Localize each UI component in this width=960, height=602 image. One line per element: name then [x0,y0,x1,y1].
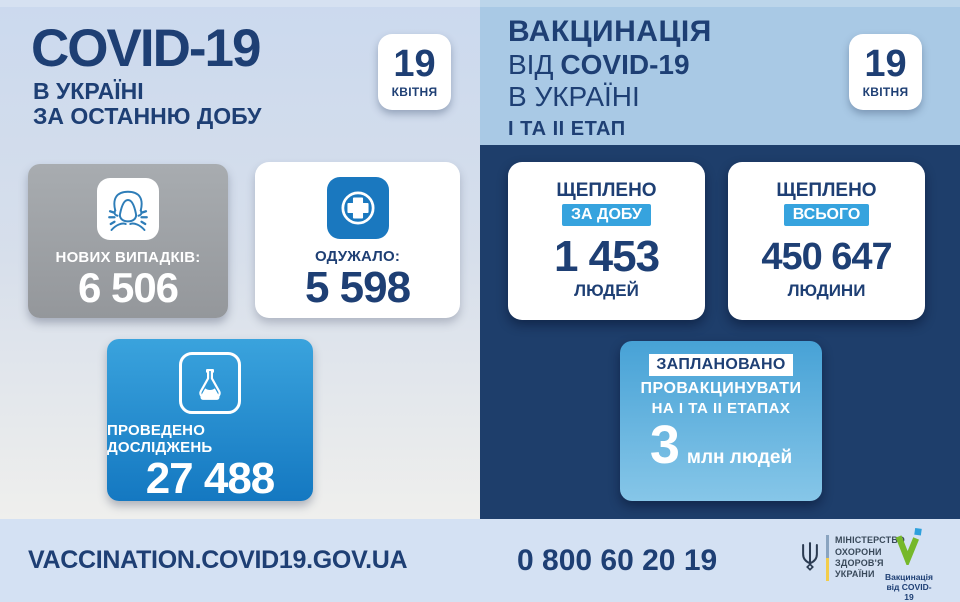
vaccination-logo-line: Вакцинація [885,572,933,582]
ministry-line: ОХОРОНИ [835,546,882,557]
new-cases-label: НОВИХ ВИПАДКІВ: [55,249,201,266]
tests-label: ПРОВЕДЕНО ДОСЛІДЖЕНЬ [107,422,213,456]
date-month: КВІТНЯ [391,85,438,99]
planned-vaccination-card: ЗАПЛАНОВАНО ПРОВАКЦИНУВАТИ НА І ТА ІІ ЕТ… [620,341,822,501]
page-subtitle-country: В УКРАЇНІ [33,78,144,104]
ministry-line: УКРАЇНИ [835,569,875,580]
vaccination-stages: І ТА ІІ ЕТАП [508,118,626,140]
green-v-check-icon [893,527,925,570]
sneezing-person-icon [97,178,159,240]
covid-stats-panel: COVID-19 В УКРАЇНІ ЗА ОСТАННЮ ДОБУ 19 КВ… [0,0,480,519]
lab-flask-icon [179,352,241,414]
planned-line2: ПРОВАКЦИНУВАТИ [640,380,802,397]
planned-unit: млн людей [686,447,793,468]
medical-cross-icon [326,177,389,239]
footer-phone: 0 800 60 20 19 [517,544,718,577]
ministry-of-health-logo: МІНІСТЕРСТВО ОХОРОНИ ЗДОРОВ'Я УКРАЇНИ [799,535,905,581]
new-cases-card: НОВИХ ВИПАДКІВ: 6 506 [28,164,228,318]
planned-value: 3 [649,415,680,475]
ministry-name: МІНІСТЕРСТВО ОХОРОНИ ЗДОРОВ'Я УКРАЇНИ [835,535,905,580]
vaccination-logo-line: від COVID-19 [886,582,932,602]
recovered-value: 5 598 [304,263,411,312]
footer-bar: VACCINATION.COVID19.GOV.UA 0 800 60 20 1… [0,519,960,602]
planned-badge: ЗАПЛАНОВАНО [649,354,793,376]
date-badge: 19 КВІТНЯ [378,34,451,110]
date-day: 19 [393,43,436,85]
new-cases-value: 6 506 [77,264,179,311]
tests-value: 27 488 [145,454,276,503]
vaccination-logo-caption: Вакцинація від COVID-19 [884,572,934,602]
tests-card: ПРОВЕДЕНО ДОСЛІДЖЕНЬ 27 488 [107,339,313,503]
vaccination-title: ВАКЦИНАЦІЯ [508,15,712,48]
tryzub-trident-icon [799,541,821,576]
vaccinated-total-title: ЩЕПЛЕНО [776,180,877,201]
vaccination-campaign-logo: Вакцинація від COVID-19 [884,527,934,602]
footer-url: VACCINATION.COVID19.GOV.UA [28,546,408,574]
vaccination-subtitle-prefix: ВІД [508,49,554,80]
ministry-line: ЗДОРОВ'Я [835,558,884,568]
vaccinated-daily-badge: ЗА ДОБУ [562,204,651,226]
vaccinated-daily-card: ЩЕПЛЕНО ЗА ДОБУ 1 453 ЛЮДЕЙ [508,162,705,320]
page-title: COVID-19 [31,19,261,78]
vaccination-subtitle-covid: COVID-19 [560,49,690,80]
planned-value-row: 3 млн людей [650,418,792,472]
vaccinated-total-badge: ВСЬОГО [783,204,870,226]
date-day: 19 [864,43,907,85]
page-subtitle-period: ЗА ОСТАННЮ ДОБУ [33,103,262,129]
vaccination-subtitle: ВІД COVID-19 [508,51,690,79]
recovered-card: ОДУЖАЛО: 5 598 [255,162,460,318]
planned-line3: НА І ТА ІІ ЕТАПАХ [651,400,791,417]
top-highlight-strip [0,0,960,7]
vaccinated-daily-title: ЩЕПЛЕНО [556,180,657,201]
logo-divider [826,535,829,581]
date-badge: 19 КВІТНЯ [849,34,922,110]
vaccinated-total-card: ЩЕПЛЕНО ВСЬОГО 450 647 ЛЮДИНИ [728,162,925,320]
vaccinated-daily-value: 1 453 [553,232,660,281]
date-month: КВІТНЯ [862,85,909,99]
vaccinated-total-unit: ЛЮДИНИ [787,281,866,300]
ministry-line: МІНІСТЕРСТВО [835,535,906,546]
vaccination-country: В УКРАЇНІ [508,81,640,112]
recovered-label: ОДУЖАЛО: [314,248,401,265]
vaccinated-daily-unit: ЛЮДЕЙ [574,281,639,300]
vaccinated-total-value: 450 647 [761,236,892,278]
